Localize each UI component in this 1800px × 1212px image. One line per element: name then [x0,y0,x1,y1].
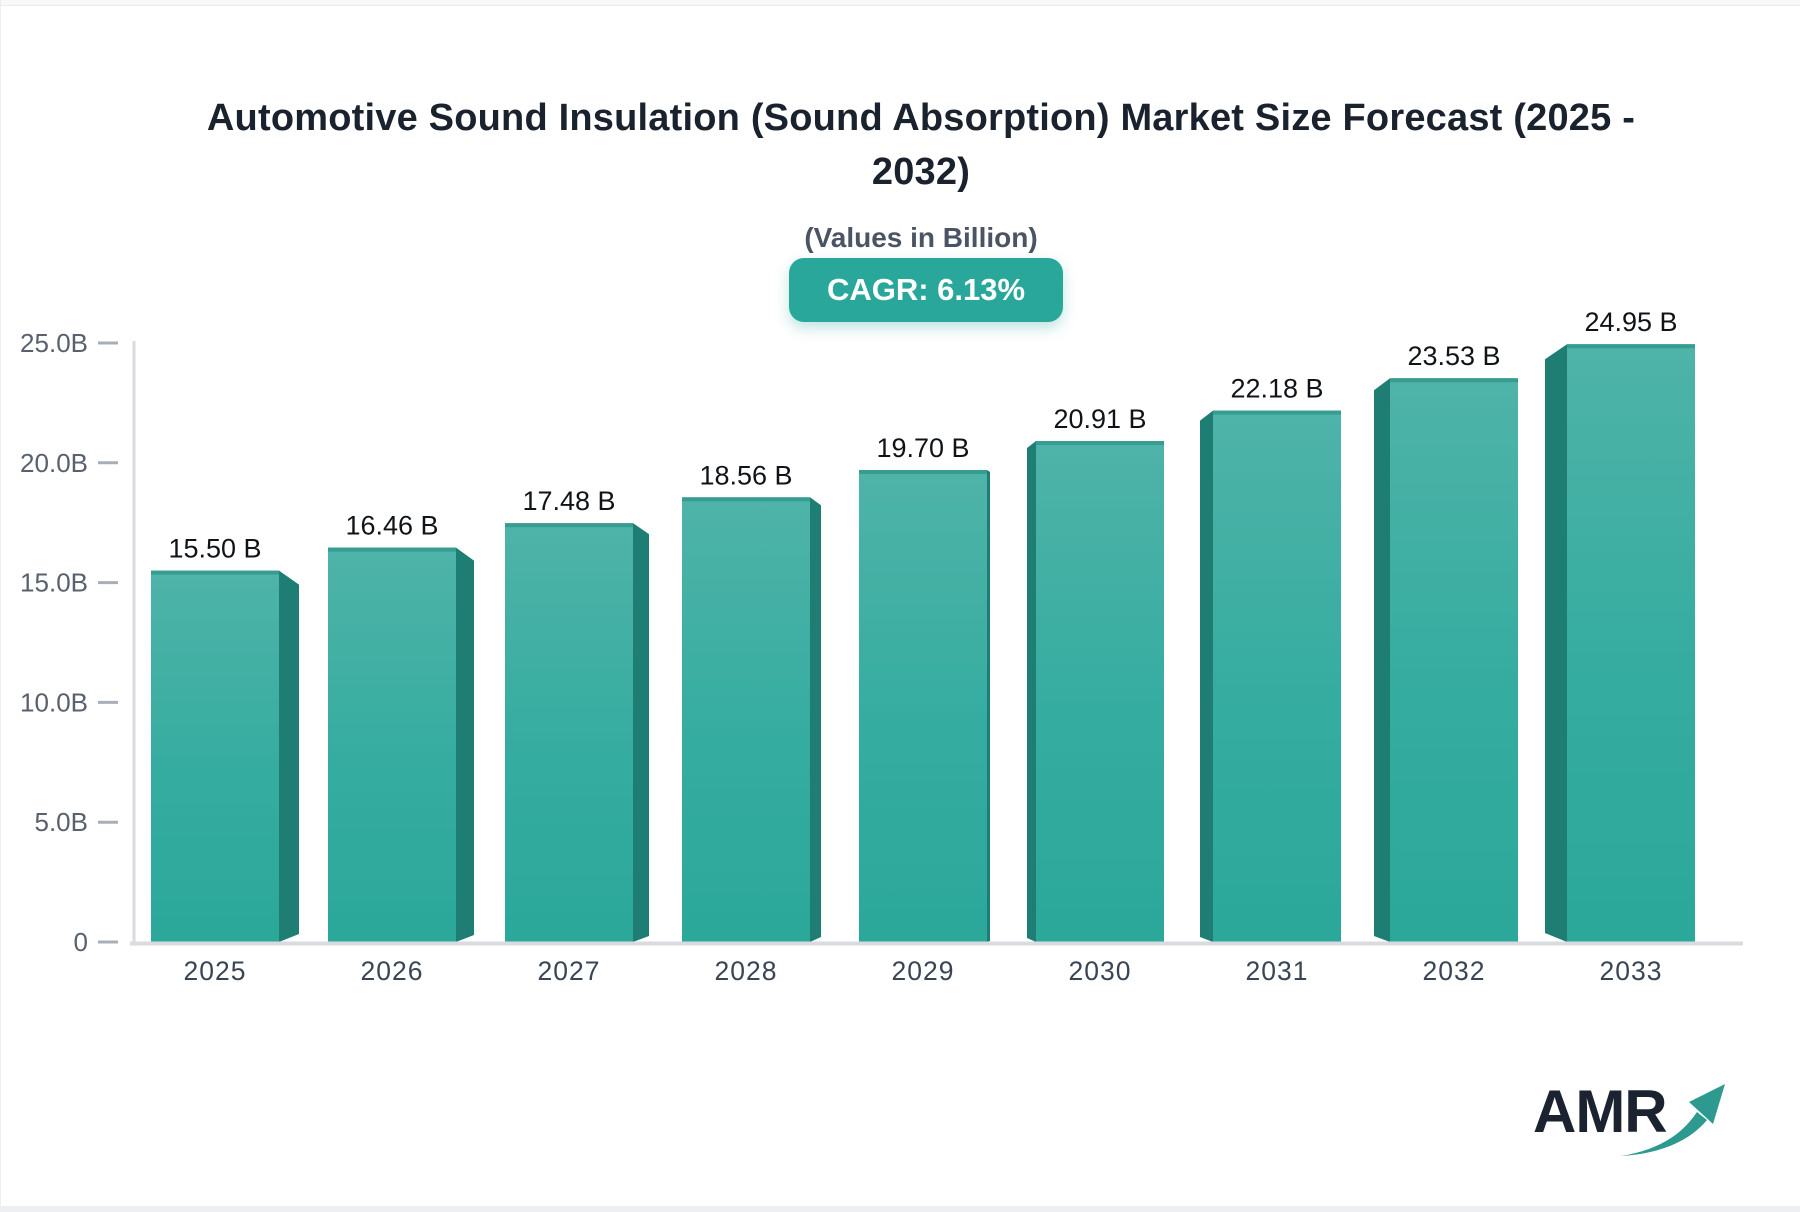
cagr-badge: CAGR: 6.13% [789,258,1063,322]
bar-top-edge [859,469,987,474]
y-tick-label: 5.0B [35,807,89,837]
bar-top-edge [682,497,810,502]
value-label-2026: 16.46 B [345,511,438,541]
bar-front-face [859,469,987,942]
bar-2033: 24.95 B 2033 [1545,307,1695,986]
y-tick-label: 0 [74,927,88,957]
bar-front-face [682,497,810,942]
page-top-strip [1,0,1800,6]
year-label-2030: 2030 [1069,956,1132,986]
y-tick-label: 25.0B [20,328,88,358]
amr-logo: AMR [1533,1078,1725,1172]
bar-2026: 16.46 B 2026 [328,511,474,986]
bar-front-face [1390,378,1518,942]
y-tick-label: 15.0B [20,568,88,598]
bar-front-face [328,547,456,942]
year-label-2025: 2025 [184,956,247,986]
bar-front-face [1567,344,1695,942]
bar-top-edge [1390,378,1518,383]
bar-top-edge [1213,410,1341,415]
value-label-2027: 17.48 B [522,486,615,516]
chart-title: Automotive Sound Insulation (Sound Absor… [41,92,1800,200]
bar-side-face [1200,410,1213,942]
page-bottom-strip [1,1206,1800,1212]
year-label-2029: 2029 [892,956,955,986]
bar-top-edge [1036,440,1164,445]
bar-side-face [1027,440,1036,942]
amr-logo-text: AMR [1533,1078,1668,1145]
year-label-2033: 2033 [1600,956,1663,986]
bar-2027: 17.48 B 2027 [505,486,649,986]
year-label-2031: 2031 [1246,956,1309,986]
y-tick-label: 10.0B [20,687,88,717]
bar-2028: 18.56 B 2028 [682,460,821,986]
year-label-2028: 2028 [715,956,778,986]
bar-2032: 23.53 B 2032 [1374,341,1518,986]
bar-top-edge [328,547,456,552]
bar-2029: 19.70 B 2029 [859,433,990,986]
bar-front-face [505,523,633,942]
growth-arrow-icon [1621,1084,1725,1156]
y-tick-label: 20.0B [20,448,88,478]
year-label-2026: 2026 [361,956,424,986]
bar-front-face [151,570,279,942]
chart-subtitle: (Values in Billion) [804,222,1038,253]
chart-title-line1: Automotive Sound Insulation (Sound Absor… [206,97,1636,139]
bar-side-face [987,469,990,942]
value-label-2032: 23.53 B [1407,341,1500,371]
bar-front-face [1213,410,1341,942]
value-label-2030: 20.91 B [1053,404,1146,434]
value-label-2029: 19.70 B [876,433,969,463]
bar-side-face [810,497,821,942]
value-label-2025: 15.50 B [168,534,261,564]
bar-top-edge [151,570,279,575]
bar-side-face [279,570,299,942]
bar-front-face [1036,440,1164,942]
value-label-2028: 18.56 B [699,460,792,490]
year-label-2027: 2027 [538,956,601,986]
bar-side-face [633,523,649,942]
bar-side-face [1545,344,1567,942]
bar-side-face [1374,378,1390,942]
bar-2025: 15.50 B 2025 [151,534,299,986]
value-label-2031: 22.18 B [1230,374,1323,404]
year-label-2032: 2032 [1423,956,1486,986]
bar-side-face [456,547,474,942]
bar-2030: 20.91 B 2030 [1027,404,1164,986]
bar-top-edge [505,523,633,528]
chart-title-line2: 2032) [871,150,971,193]
bar-2031: 22.18 B 2031 [1200,374,1341,986]
bar-top-edge [1567,344,1695,349]
value-label-2033: 24.95 B [1584,307,1677,337]
